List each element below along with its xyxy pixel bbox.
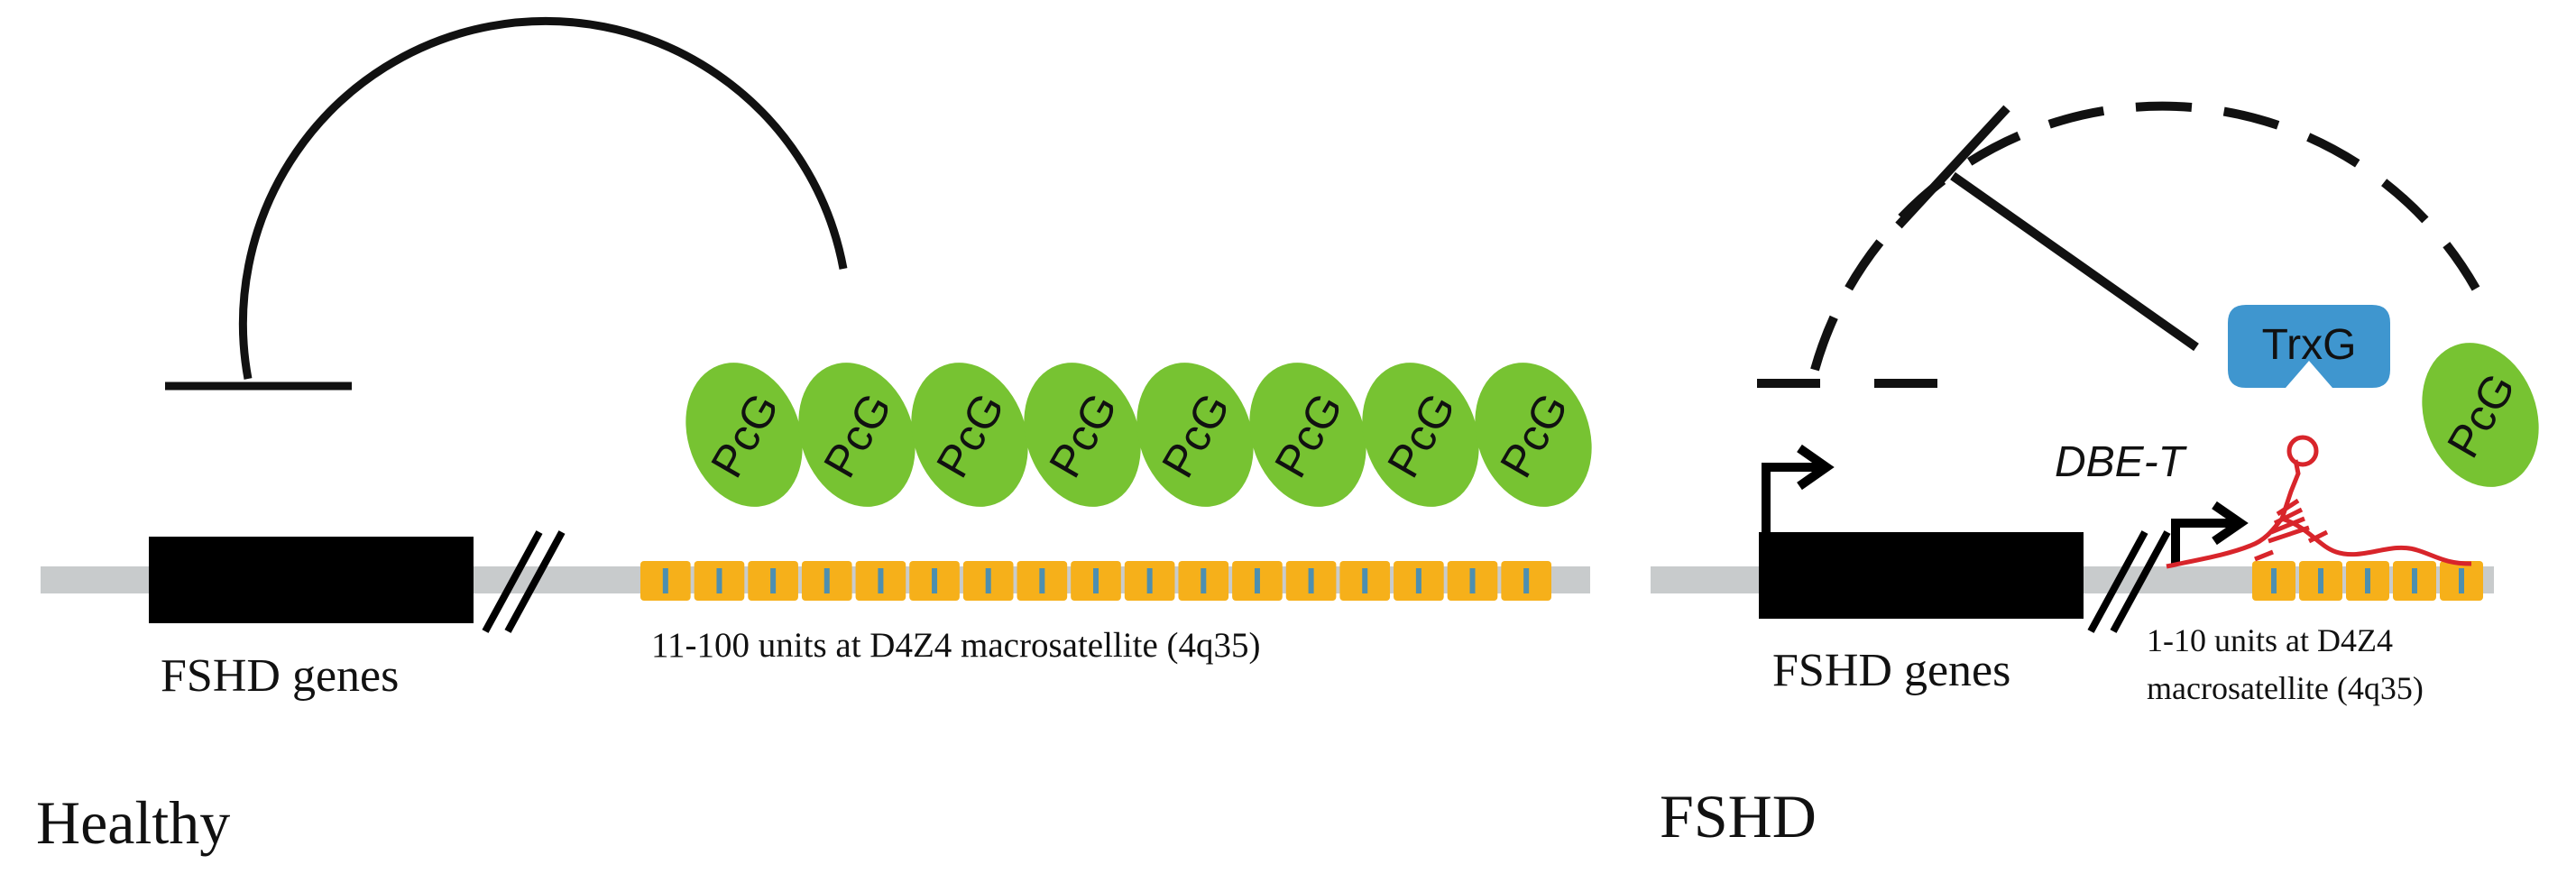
trxg-label: TrxG: [2262, 321, 2357, 369]
healthy-repeat-unit: [1178, 561, 1229, 601]
healthy-repression-arc: [238, 16, 848, 380]
dbet-rna-label: DBE-T: [2055, 438, 2188, 486]
healthy-repeat-unit: [1447, 561, 1498, 601]
healthy-gene-label: FSHD genes: [161, 650, 399, 702]
healthy-repeat-unit: [1501, 561, 1551, 601]
healthy-pcg: PcG: [1362, 363, 1479, 507]
healthy-panel-label: Healthy: [36, 788, 230, 857]
healthy-repeat-unit: [1339, 561, 1391, 601]
healthy-pcg: PcG: [685, 363, 803, 507]
healthy-pcg-group: PcG PcG PcG PcG PcG PcG PcG PcG: [685, 363, 1592, 507]
healthy-repeat-unit: [1017, 561, 1068, 601]
fshd-repeat-label-line1: 1-10 units at D4Z4: [2147, 622, 2393, 658]
healthy-repeat-unit: [640, 561, 691, 601]
healthy-repeat-unit: [1124, 561, 1175, 601]
fshd-repeat-array: [2252, 561, 2483, 601]
fshd-repeat-label-line2: macrosatellite (4q35): [2147, 670, 2424, 706]
fshd-break-marks: [2087, 530, 2171, 633]
fshd-panel: DBE-T TrxG PcG FSHD genes 1-10 units at …: [1651, 101, 2539, 851]
fshd-panel-label: FSHD: [1660, 782, 1817, 851]
fshd-repeat-unit: [2440, 561, 2483, 601]
fshd-pcg: PcG: [2422, 343, 2539, 487]
trxg-complex: TrxG: [2228, 305, 2390, 388]
healthy-pcg: PcG: [911, 363, 1028, 507]
healthy-pcg: PcG: [1136, 363, 1254, 507]
fshd-dashed-arc: [1810, 101, 2480, 372]
healthy-pcg: PcG: [1024, 363, 1141, 507]
fshd-dashed-repression: [1757, 101, 2480, 388]
fshd-repeat-unit: [2299, 561, 2342, 601]
healthy-repeat-unit: [694, 561, 745, 601]
healthy-repeat-unit: [909, 561, 960, 601]
fshd-gene-label: FSHD genes: [1772, 645, 2010, 696]
fshd-gene-block: [1759, 532, 2084, 619]
healthy-repeat-unit: [962, 561, 1014, 601]
fshd-repeat-unit: [2252, 561, 2295, 601]
healthy-repeat-array: [640, 561, 1551, 601]
fshd-repeat-unit: [2393, 561, 2436, 601]
healthy-pcg: PcG: [798, 363, 915, 507]
fshd-gene-activation-arrow: [1762, 444, 1835, 534]
healthy-repeat-unit: [1285, 561, 1337, 601]
healthy-repeat-unit: [1232, 561, 1283, 601]
healthy-repeat-unit: [801, 561, 852, 601]
healthy-repeat-unit: [1071, 561, 1121, 601]
healthy-repeat-unit: [1394, 561, 1444, 601]
healthy-pcg: PcG: [1249, 363, 1366, 507]
fshd-repeat-unit: [2346, 561, 2389, 601]
healthy-panel: PcG PcG PcG PcG PcG PcG PcG PcG FSHD genes 11-1…: [36, 16, 1592, 857]
dbet-rna: [2166, 435, 2472, 569]
fshd-dbet-arrow: [2171, 501, 2249, 564]
healthy-break-marks: [482, 530, 566, 633]
healthy-repression-symbol: [165, 16, 848, 391]
healthy-repeat-unit: [748, 561, 798, 601]
healthy-pcg: PcG: [1475, 363, 1592, 507]
healthy-gene-block: [149, 537, 474, 623]
healthy-repeat-label: 11-100 units at D4Z4 macrosatellite (4q3…: [651, 626, 1260, 665]
healthy-repeat-unit: [855, 561, 906, 601]
trxg-inhibition-symbol: [1895, 105, 2199, 352]
